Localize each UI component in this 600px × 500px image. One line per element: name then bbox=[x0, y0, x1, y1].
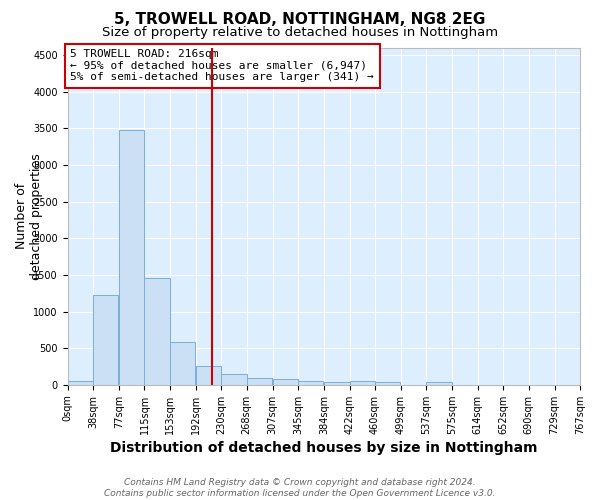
Text: 5, TROWELL ROAD, NOTTINGHAM, NG8 2EG: 5, TROWELL ROAD, NOTTINGHAM, NG8 2EG bbox=[115, 12, 485, 28]
Bar bbox=[170, 342, 195, 385]
Bar bbox=[324, 382, 350, 385]
Bar bbox=[68, 381, 93, 385]
Bar bbox=[196, 366, 221, 385]
Bar bbox=[119, 130, 145, 385]
Text: Contains HM Land Registry data © Crown copyright and database right 2024.
Contai: Contains HM Land Registry data © Crown c… bbox=[104, 478, 496, 498]
Bar bbox=[247, 378, 272, 385]
Bar bbox=[375, 382, 400, 385]
Bar bbox=[93, 296, 118, 385]
Bar bbox=[350, 381, 375, 385]
Bar bbox=[221, 374, 247, 385]
Text: 5 TROWELL ROAD: 216sqm
← 95% of detached houses are smaller (6,947)
5% of semi-d: 5 TROWELL ROAD: 216sqm ← 95% of detached… bbox=[70, 49, 374, 82]
Bar bbox=[298, 381, 323, 385]
Y-axis label: Number of
detached properties: Number of detached properties bbox=[15, 153, 43, 280]
Bar bbox=[145, 278, 170, 385]
X-axis label: Distribution of detached houses by size in Nottingham: Distribution of detached houses by size … bbox=[110, 441, 538, 455]
Bar bbox=[427, 382, 452, 385]
Text: Size of property relative to detached houses in Nottingham: Size of property relative to detached ho… bbox=[102, 26, 498, 39]
Bar bbox=[273, 380, 298, 385]
